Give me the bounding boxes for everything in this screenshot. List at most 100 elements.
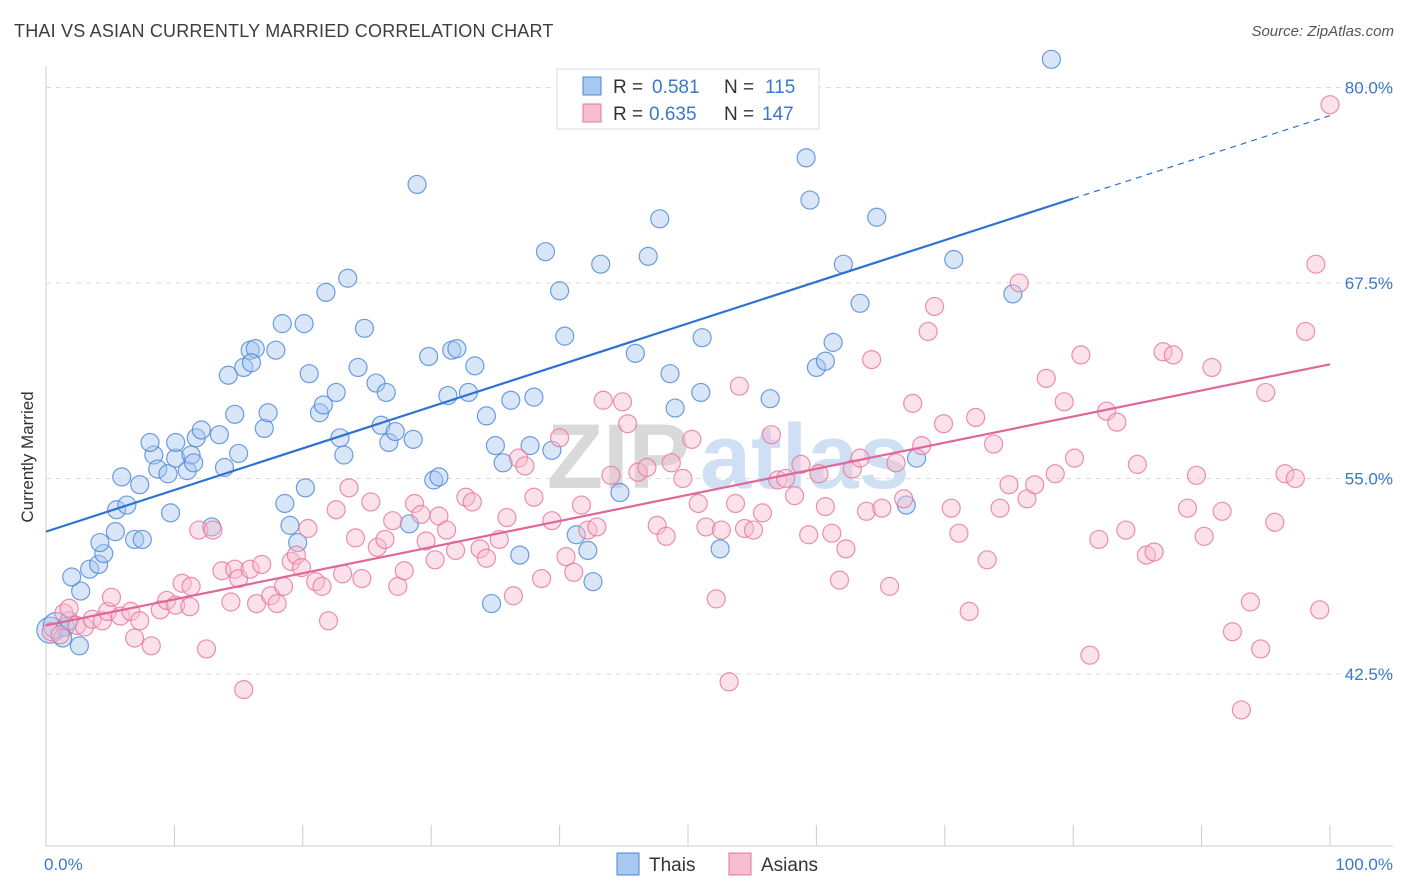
point-asians	[601, 465, 621, 485]
point-asians	[1240, 592, 1260, 612]
point-thais	[160, 503, 181, 523]
point-asians	[367, 537, 387, 557]
point-thais	[476, 406, 497, 426]
point-asians	[1071, 345, 1091, 365]
point-thais	[299, 364, 319, 384]
point-thais	[692, 328, 712, 348]
point-asians	[612, 392, 633, 412]
point-thais	[691, 382, 711, 403]
point-thais	[275, 493, 295, 514]
y-tick-label: 55.0%	[1345, 469, 1393, 488]
point-asians	[1064, 448, 1085, 468]
point-asians	[1136, 545, 1156, 565]
point-asians	[1080, 645, 1100, 665]
point-thais	[313, 395, 333, 415]
point-asians	[267, 593, 287, 614]
point-asians	[1025, 475, 1045, 495]
point-thais	[80, 559, 100, 579]
point-asians	[1186, 465, 1207, 485]
legend-r-label-asians: R =	[613, 104, 643, 125]
point-thais	[665, 398, 685, 418]
point-thais	[493, 453, 513, 473]
point-asians	[497, 507, 517, 528]
point-asians	[261, 586, 281, 606]
point-asians	[941, 498, 961, 518]
point-asians	[515, 456, 535, 476]
point-asians	[815, 497, 835, 517]
point-asians	[549, 428, 570, 448]
point-asians	[203, 520, 223, 540]
point-asians	[729, 376, 749, 396]
point-asians	[1036, 368, 1056, 388]
point-asians	[628, 462, 648, 482]
point-thais	[610, 482, 630, 503]
point-thais	[578, 540, 598, 561]
point-thais	[510, 545, 530, 565]
point-asians	[886, 453, 906, 473]
point-asians	[252, 554, 272, 575]
point-thais	[650, 209, 670, 229]
point-thais	[184, 453, 204, 473]
point-asians	[1116, 520, 1136, 540]
bottom-legend-swatch-asians	[728, 852, 752, 876]
point-asians	[221, 592, 241, 612]
point-thais	[867, 207, 887, 227]
point-asians	[101, 587, 122, 607]
point-thais	[338, 268, 358, 288]
point-asians	[1107, 412, 1127, 432]
point-thais	[354, 318, 375, 338]
point-thais	[280, 515, 300, 535]
point-thais	[316, 282, 336, 302]
point-asians	[1256, 382, 1276, 403]
point-thais	[140, 432, 160, 453]
series-asians-points	[41, 95, 1340, 720]
x-tick-label-max: 100.0%	[1335, 855, 1393, 874]
point-thais	[158, 464, 178, 484]
point-asians	[462, 492, 482, 512]
point-thais	[555, 326, 575, 346]
point-asians	[361, 492, 381, 512]
bottom-legend: Thais Asians	[616, 852, 818, 876]
point-asians	[437, 520, 457, 540]
legend-r-label-thais: R =	[613, 77, 643, 98]
point-asians	[240, 559, 260, 579]
point-thais	[760, 389, 780, 409]
point-asians	[618, 414, 638, 434]
legend-r-value-thais: 0.581	[652, 77, 700, 98]
point-asians	[1089, 529, 1109, 550]
point-asians	[556, 547, 576, 567]
top-legend: R = 0.581 N = 115 R = 0.635 N = 147	[556, 68, 820, 130]
point-asians	[394, 561, 414, 581]
point-asians	[1296, 321, 1316, 342]
legend-n-label-asians: N =	[724, 104, 754, 125]
point-asians	[959, 601, 979, 622]
y-tick-label: 80.0%	[1345, 78, 1393, 97]
point-thais	[254, 418, 274, 439]
bottom-legend-swatch-thais	[616, 852, 640, 876]
point-asians	[425, 550, 445, 570]
point-asians	[476, 548, 497, 568]
point-asians	[50, 625, 70, 645]
point-thais	[218, 365, 238, 385]
point-asians	[784, 486, 805, 506]
point-thais	[266, 340, 286, 360]
point-thais	[295, 478, 315, 498]
point-thais	[69, 636, 89, 656]
point-thais	[90, 532, 110, 553]
point-asians	[1306, 254, 1326, 274]
point-asians	[150, 600, 170, 620]
point-asians	[688, 493, 708, 514]
point-asians	[842, 459, 862, 479]
point-thais	[209, 425, 229, 445]
point-asians	[1231, 700, 1252, 720]
point-asians	[383, 511, 403, 531]
point-asians	[281, 551, 301, 571]
point-asians	[298, 518, 318, 539]
point-asians	[983, 434, 1004, 454]
point-asians	[1163, 345, 1183, 365]
point-thais	[71, 581, 91, 601]
point-asians	[711, 520, 731, 540]
point-thais	[225, 404, 245, 424]
point-asians	[180, 597, 200, 617]
point-thais	[583, 572, 603, 592]
